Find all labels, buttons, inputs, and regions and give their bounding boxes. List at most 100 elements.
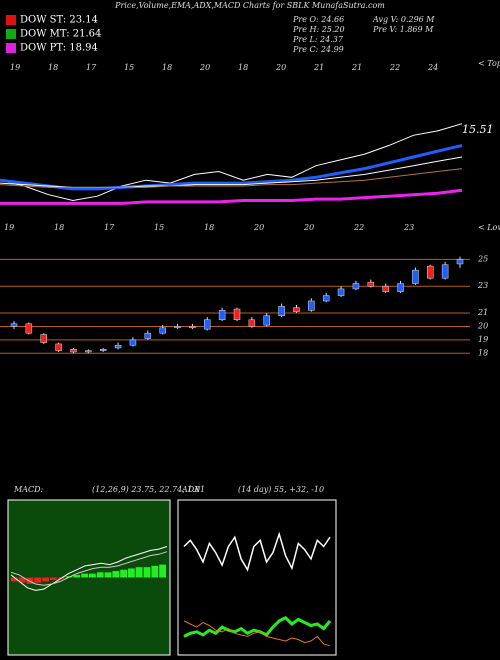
date-label: 15 [154,223,164,232]
date-label: 18 [48,63,58,72]
panel-bg [177,499,337,656]
legend-label: DOW MT: 21.64 [20,29,101,40]
y-tick-label: 21 [477,308,488,317]
legend-label: DOW PT: 18.94 [20,43,98,54]
info-text: Avg V: 0.296 M [372,15,435,24]
date-label: 19 [10,63,20,72]
histogram-bar [26,577,34,584]
date-label: 18 [54,223,64,232]
histogram-bar [135,567,143,578]
y-tick-label: 20 [477,321,488,330]
date-label: 22 [353,223,364,232]
candle-body [204,319,211,330]
end-label: 15.51 [462,123,494,136]
legend-swatch [6,43,16,53]
histogram-bar [104,572,112,578]
histogram-bar [11,577,18,582]
date-label: 20 [303,223,314,232]
candle-body [129,339,137,346]
side-label: < Lowes [478,223,500,232]
date-label: 18 [204,223,214,232]
date-label: 20 [275,63,286,72]
side-label: < Topa [478,59,500,68]
legend-swatch [6,29,16,39]
adx-line [183,531,331,572]
candle-body [352,283,360,290]
ema-line [0,143,463,191]
legend-label: DOW ST: 23.14 [20,15,98,26]
histogram-bar [89,573,96,578]
date-label: 18 [162,63,172,72]
candle-body [456,259,464,265]
candle-body [382,285,389,292]
y-tick-label: 18 [478,348,488,357]
candle-body [412,269,419,284]
candle-body [55,343,62,351]
date-label: 17 [104,223,115,232]
candle-body [441,264,449,279]
candle-body [144,332,152,339]
macd-line [10,551,168,586]
candle-body [99,349,107,351]
date-label: 22 [389,63,400,72]
candle-body [248,319,256,327]
ema-line [0,123,463,202]
info-text: Pre L: 24.37 [292,35,344,44]
histogram-bar [96,572,104,578]
histogram-bar [34,577,42,583]
candle-body [233,308,241,321]
candle-body [174,326,181,329]
candle-body [159,327,166,334]
ema-line [0,168,463,188]
ema-line [0,188,463,205]
candle-body [293,307,300,312]
candle-body [263,315,270,326]
info-text: Pre V: 1.869 M [372,25,434,34]
panel-params: (12,26,9) 23.75, 22.74, 1.01 [92,485,205,494]
candle-body [189,326,196,329]
candle-body [40,334,47,343]
date-label: 24 [427,63,438,72]
candle-body [114,344,122,349]
histogram-bar [73,574,81,578]
adx-line [183,615,332,638]
panel-params: (14 day) 55, +32, -10 [238,485,324,494]
candle-body [10,323,18,327]
page-title: Price,Volume,EMA,ADX,MACD Charts for SBL… [114,1,385,10]
y-tick-label: 19 [478,335,488,344]
date-label: 23 [403,223,414,232]
date-label: 15 [124,63,134,72]
histogram-bar [159,564,166,578]
candle-body [427,265,434,279]
candle-body [367,281,375,287]
candle-body [218,310,226,321]
date-label: 20 [199,63,210,72]
info-text: Pre O: 24.66 [292,15,344,24]
histogram-bar [50,577,57,581]
histogram-bar [143,567,151,578]
panel-label: MACD: [13,485,44,494]
info-text: Pre C: 24.99 [292,45,344,54]
histogram-bar [81,573,88,578]
candle-body [25,323,33,334]
candle-body [70,349,77,353]
legend-swatch [6,15,16,25]
histogram-bar [128,568,135,578]
candle-body [278,306,285,316]
histogram-bar [42,577,49,582]
candle-body [337,288,345,296]
date-label: 19 [4,223,14,232]
date-label: 17 [86,63,97,72]
info-text: Pre H: 25.20 [292,25,345,34]
histogram-bar [112,571,120,578]
panel-label: ADX [181,485,200,494]
candle-body [308,300,315,311]
date-label: 21 [313,63,324,72]
date-label: 18 [238,63,248,72]
macd-line [10,546,168,591]
date-label: 20 [253,223,264,232]
date-label: 21 [351,63,362,72]
y-tick-label: 23 [477,281,488,290]
histogram-bar [120,569,127,578]
